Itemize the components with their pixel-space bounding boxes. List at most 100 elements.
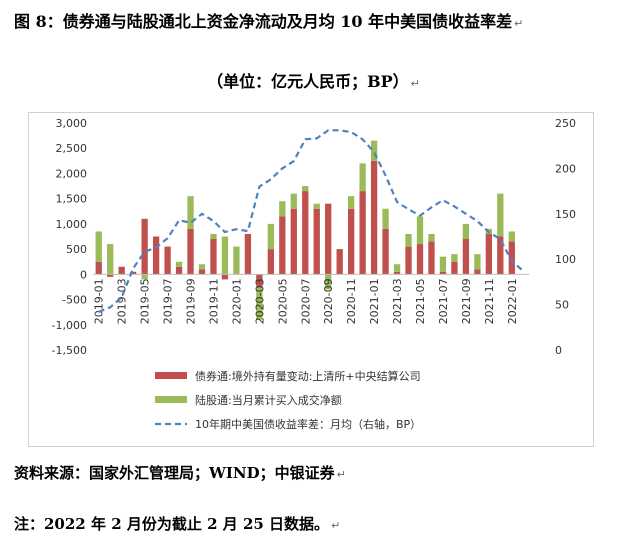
- left-axis-tick-label: 2,000: [56, 167, 88, 180]
- bond-connect-bar: [439, 271, 447, 275]
- bond-connect-bar: [370, 160, 378, 275]
- paragraph-mark-icon: ↵: [336, 468, 346, 481]
- x-axis-tick-label: 2020-07: [299, 278, 312, 324]
- x-axis-tick-label: 2019-07: [162, 278, 175, 324]
- x-axis-tick-label: 2021-07: [437, 278, 450, 324]
- bond-connect-bar: [187, 228, 194, 275]
- x-axis-tick-label: 2021-05: [414, 278, 427, 324]
- source-text: 资料来源：国家外汇管理局；WIND；中银证券: [14, 464, 335, 482]
- stock-connect-bar: [393, 264, 401, 272]
- stock-connect-bar: [95, 231, 102, 262]
- chart-title-text: 图 8：债券通与陆股通北上资金净流动及月均 10 年中美国债收益率差: [14, 12, 513, 31]
- stock-connect-bar: [221, 236, 229, 275]
- x-axis-tick-label: 2021-01: [368, 278, 381, 324]
- bond-connect-bar: [497, 236, 504, 275]
- stock-connect-bar: [290, 193, 297, 209]
- bond-connect-bar: [393, 271, 401, 275]
- stock-connect-bar: [508, 231, 515, 242]
- left-axis-tick-label: 2,500: [56, 142, 88, 155]
- chart-subtitle: （单位：亿元人民币；BP） ↵: [0, 68, 627, 92]
- stock-connect-bar: [382, 208, 389, 229]
- bond-connect-bar: [279, 216, 286, 275]
- left-axis-tick-label: 0: [80, 268, 87, 281]
- bond-connect-bar: [405, 246, 412, 275]
- chart-title: 图 8：债券通与陆股通北上资金净流动及月均 10 年中美国债收益率差 ↵: [14, 8, 619, 32]
- stock-connect-bar: [210, 233, 217, 240]
- note-line: 注：2022 年 2 月份为截止 2 月 25 日数据。 ↵: [14, 513, 340, 534]
- bond-connect-bar: [141, 218, 148, 275]
- right-axis-tick-label: 200: [555, 162, 576, 175]
- bond-connect-bar: [336, 249, 343, 275]
- legend-label: 10年期中美国债收益率差：月均（右轴，BP）: [195, 417, 421, 431]
- x-axis-tick-label: 2020-05: [276, 278, 289, 324]
- left-axis-tick-label: 1,000: [56, 218, 88, 231]
- yield-spread-line: [98, 129, 525, 313]
- x-axis-tick-label: 2020-09: [322, 278, 335, 324]
- x-axis-tick-label: 2022-01: [506, 278, 519, 324]
- source-line: 资料来源：国家外汇管理局；WIND；中银证券 ↵: [14, 462, 346, 483]
- bond-connect-bar: [302, 191, 309, 275]
- stock-connect-bar: [233, 246, 240, 275]
- stock-connect-bar: [302, 186, 309, 192]
- right-axis-tick-label: 150: [555, 208, 576, 221]
- stock-connect-bar: [141, 274, 148, 280]
- stock-connect-bar: [462, 223, 470, 240]
- x-axis-tick-label: 2019-11: [207, 278, 220, 324]
- stock-connect-bar: [175, 261, 183, 267]
- paragraph-mark-icon: ↵: [514, 17, 524, 30]
- bond-connect-bar: [462, 239, 470, 275]
- x-axis-tick-label: 2020-01: [230, 278, 243, 324]
- stock-connect-bar: [313, 203, 320, 209]
- left-axis-tick-label: -1,500: [52, 344, 87, 357]
- stock-connect-bar: [256, 286, 263, 320]
- bond-connect-bar: [130, 271, 137, 275]
- stock-connect-bar: [325, 274, 332, 290]
- x-axis-tick-label: 2020-11: [345, 278, 358, 324]
- legend-swatch: [155, 396, 187, 403]
- right-axis-tick-label: 100: [555, 253, 576, 266]
- left-axis-tick-label: -1,000: [52, 319, 87, 332]
- bond-connect-bar: [485, 233, 492, 275]
- bond-connect-bar: [348, 208, 355, 275]
- stock-connect-bar: [474, 254, 481, 270]
- stock-connect-bar: [451, 254, 458, 262]
- left-axis-tick-label: 3,000: [56, 117, 88, 130]
- x-axis-tick-label: 2021-11: [483, 278, 496, 324]
- stock-connect-bar: [279, 201, 286, 217]
- legend-swatch: [155, 372, 187, 379]
- paragraph-mark-icon: ↵: [331, 519, 341, 532]
- bond-connect-bar: [325, 203, 332, 275]
- stock-connect-bar: [439, 256, 447, 272]
- chart-svg: 3,0002,5002,0001,5001,0005000-500-1,000-…: [52, 117, 576, 431]
- bond-connect-bar: [118, 266, 125, 275]
- x-axis-tick-label: 2019-09: [185, 278, 198, 324]
- x-axis-tick-label: 2021-03: [391, 278, 404, 324]
- x-axis-tick-label: 2019-05: [139, 278, 152, 324]
- bond-connect-bar: [267, 249, 274, 275]
- bond-connect-bar: [451, 261, 458, 275]
- bond-connect-bar: [256, 274, 263, 287]
- bond-connect-bar: [359, 191, 366, 275]
- bond-connect-bar: [107, 274, 114, 277]
- right-axis-tick-label: 0: [555, 344, 562, 357]
- stock-connect-bar: [198, 264, 206, 270]
- stock-connect-bar: [416, 216, 424, 245]
- left-axis-tick-label: -500: [62, 294, 87, 307]
- bond-connect-bar: [152, 236, 160, 275]
- bond-connect-bar: [313, 208, 320, 275]
- stock-connect-bar: [187, 196, 194, 229]
- chart-subtitle-text: （单位：亿元人民币；BP）: [207, 72, 409, 91]
- bond-connect-bar: [95, 261, 102, 275]
- bond-connect-bar: [428, 241, 435, 275]
- bond-connect-bar: [382, 228, 389, 275]
- note-text: 注：2022 年 2 月份为截止 2 月 25 日数据。: [14, 515, 330, 533]
- bond-connect-bar: [221, 274, 229, 280]
- x-axis-tick-label: 2020-03: [253, 278, 266, 324]
- chart-frame: 3,000 2,500 2,000 1,500 1,000 500 0 -500 -1,000-…: [28, 112, 594, 447]
- stock-connect-bar: [267, 223, 274, 250]
- bond-connect-bar: [244, 233, 252, 275]
- bond-connect-bar: [210, 239, 217, 275]
- bond-connect-bar: [164, 246, 171, 275]
- stock-connect-bar: [370, 140, 378, 161]
- legend-label: 陆股通:当月累计买入成交净额: [195, 393, 342, 407]
